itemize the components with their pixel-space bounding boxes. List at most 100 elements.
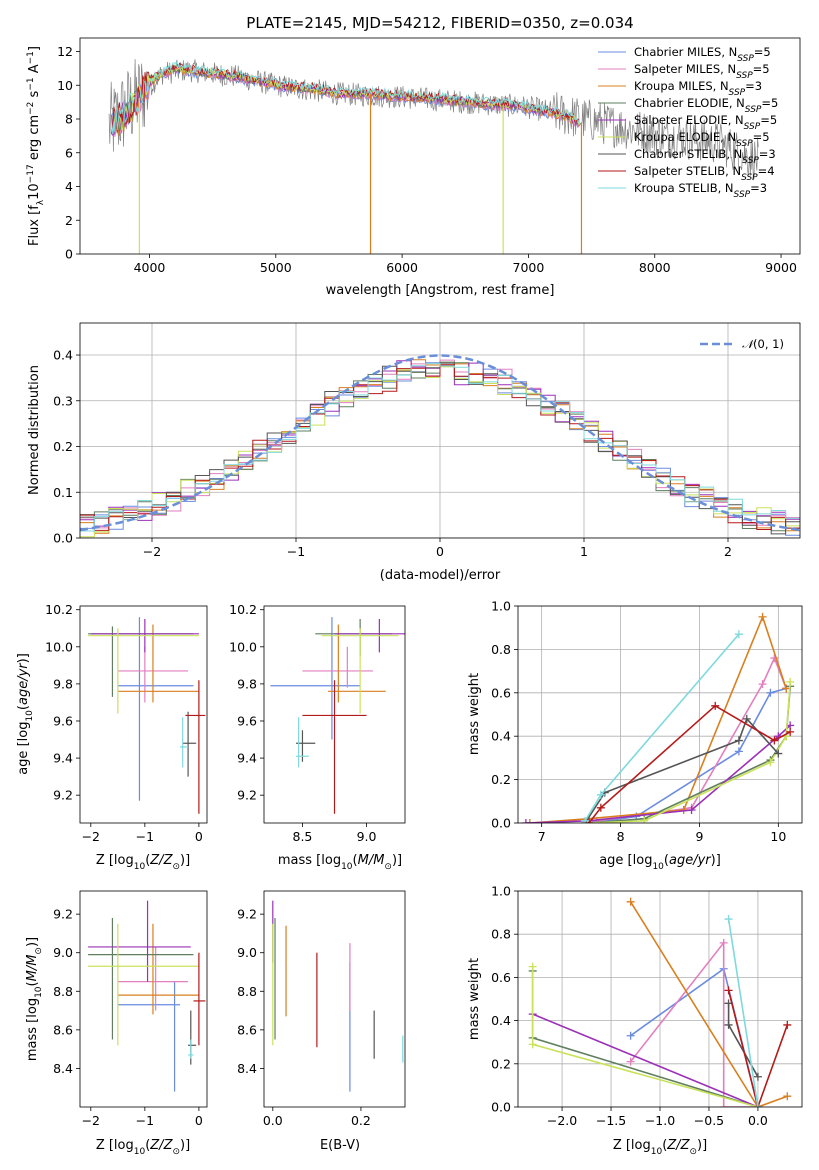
plot-layer: 4000 5000 6000 7000 8000 9000024681012wavelen… <box>16 37 803 1157</box>
y-tick-label: 9.6 <box>53 713 73 728</box>
y-tick-label: 0.4 <box>491 729 511 744</box>
plot-area <box>80 323 800 538</box>
y-tick-label: 0 <box>65 247 73 262</box>
axes-frame <box>263 890 406 1108</box>
panel-mass-vs-EBV: 0.0 0.2 8.4 8.6 8.8 9.0 9.2 E(B-V) <box>237 890 406 1153</box>
x-tick-label: 8000 <box>639 260 671 275</box>
y-axis-label: mass [log10(M/M⊙)] <box>25 937 44 1061</box>
axes-frame <box>79 37 801 255</box>
y-tick-label: 10.0 <box>45 639 73 654</box>
x-tick-label: 2 <box>724 544 732 559</box>
legend-entry: Chabrier STELIB, NSSP=3 <box>634 147 776 166</box>
x-tick-label: −1 <box>136 1113 154 1128</box>
x-tick-label: 0.2 <box>351 1113 371 1128</box>
weight-point-marker <box>783 1020 792 1029</box>
y-axis-label: mass weight <box>467 958 482 1040</box>
weight-point-marker <box>626 1057 635 1066</box>
y-axis-label: age [log10(age/yr)] <box>16 653 35 775</box>
y-tick-label: 0.0 <box>491 1100 511 1115</box>
y-tick-label: 0.1 <box>53 485 73 500</box>
y-tick-label: 8.4 <box>237 1061 257 1076</box>
weight-point-marker <box>596 803 605 812</box>
weight-series-line <box>588 687 787 823</box>
histogram-step-line <box>80 364 800 531</box>
weight-point-marker <box>711 701 720 710</box>
x-tick-label: 9.0 <box>357 829 377 844</box>
weight-point-marker <box>719 1103 728 1107</box>
x-axis-label: (data-model)/error <box>380 568 501 583</box>
x-tick-label: 7 <box>538 829 546 844</box>
axes-frame <box>263 605 406 824</box>
axes-frame <box>79 605 208 824</box>
panel-mass-vs-Z: −2 −1 0 8.4 8.6 8.8 9.0 9.2 Z [log10(Z/Z⊙)] mass … <box>25 890 208 1157</box>
plot-area <box>270 617 405 814</box>
weight-series-line <box>727 990 789 1107</box>
y-tick-label: 8 <box>65 112 73 127</box>
figure-title: PLATE=2145, MJD=54212, FIBERID=0350, z=0… <box>246 14 633 32</box>
weight-point-marker <box>581 816 590 823</box>
x-tick-label: −2.0 <box>547 1113 577 1128</box>
weight-point-marker <box>758 612 767 621</box>
weight-point-marker <box>687 805 696 814</box>
plot-area <box>518 606 802 823</box>
panel-spectrum: 4000 5000 6000 7000 8000 9000 0 2 4 6 8 10 12 wavelen… <box>26 37 801 298</box>
y-tick-label: 9.8 <box>237 676 257 691</box>
y-tick-label: 6 <box>65 145 73 160</box>
x-tick-label: 7000 <box>513 260 545 275</box>
legend-entry: Kroupa ELODIE, NSSP=5 <box>634 130 770 149</box>
y-tick-label: 0.4 <box>491 1013 511 1028</box>
weight-series-line <box>525 724 791 823</box>
weight-point-marker <box>766 758 775 767</box>
weight-point-marker <box>724 915 733 924</box>
weight-point-marker <box>596 790 605 799</box>
x-tick-label: −1 <box>287 544 305 559</box>
y-tick-label: 0.2 <box>491 772 511 787</box>
axes-frame <box>517 890 803 1108</box>
y-axis-label: mass weight <box>467 673 482 755</box>
y-tick-label: 9.4 <box>237 751 257 766</box>
y-tick-label: 8.6 <box>237 1022 257 1037</box>
y-tick-label: 0.6 <box>491 970 511 985</box>
weight-point-marker <box>783 1092 792 1101</box>
weight-series-line <box>584 717 779 823</box>
panel-massweight-vs-Z: −2.0 −1.5 −1.0 −0.5 0.0 0.0 0.2 0.4 0.6 0.8 1.0 Z [… <box>467 884 803 1157</box>
x-tick-label: −1 <box>136 829 154 844</box>
plot-area <box>108 59 759 254</box>
x-tick-label: 5000 <box>260 260 292 275</box>
x-tick-label: −0.5 <box>694 1113 724 1128</box>
y-tick-label: 10.2 <box>229 602 257 617</box>
weight-point-marker <box>734 736 743 745</box>
legend-entry: Salpeter MILES, NSSP=5 <box>634 62 770 81</box>
x-tick-label: −1.5 <box>596 1113 626 1128</box>
weight-point-marker <box>786 727 795 736</box>
x-tick-label: −2 <box>82 1113 100 1128</box>
x-axis-label: Z [log10(Z/Z⊙)] <box>96 1138 190 1157</box>
y-tick-label: 9.0 <box>237 945 257 960</box>
weight-point-marker <box>626 897 635 906</box>
y-tick-label: 9.2 <box>237 788 257 803</box>
weight-point-marker <box>774 749 783 758</box>
weight-series-line <box>588 686 791 823</box>
weight-series-line <box>532 1013 759 1107</box>
legend-entry: 𝒩(0, 1) <box>742 337 784 351</box>
weight-point-marker <box>724 1020 733 1029</box>
x-tick-label: 8.5 <box>293 829 313 844</box>
weight-series-line <box>629 901 788 1107</box>
y-tick-label: 10 <box>57 78 73 93</box>
weight-point-marker <box>770 654 779 663</box>
y-tick-label: 10.0 <box>229 639 257 654</box>
y-tick-label: 0.2 <box>491 1056 511 1071</box>
axes-frame <box>517 605 803 824</box>
weight-point-marker <box>719 938 728 947</box>
y-axis-label: Flux [fλ10−17 erg cm−2 s−1 A−1] <box>26 46 46 246</box>
weight-point-marker <box>528 1040 537 1049</box>
weight-point-marker <box>742 714 751 723</box>
weight-point-marker <box>724 986 733 995</box>
legend-entry: Chabrier ELODIE, NSSP=5 <box>634 96 778 115</box>
observed-spectrum-line <box>108 59 759 181</box>
y-tick-label: 0.8 <box>491 927 511 942</box>
normal-reference-curve <box>80 354 800 532</box>
x-axis-label: mass [log10(M/M⊙)] <box>278 853 402 872</box>
